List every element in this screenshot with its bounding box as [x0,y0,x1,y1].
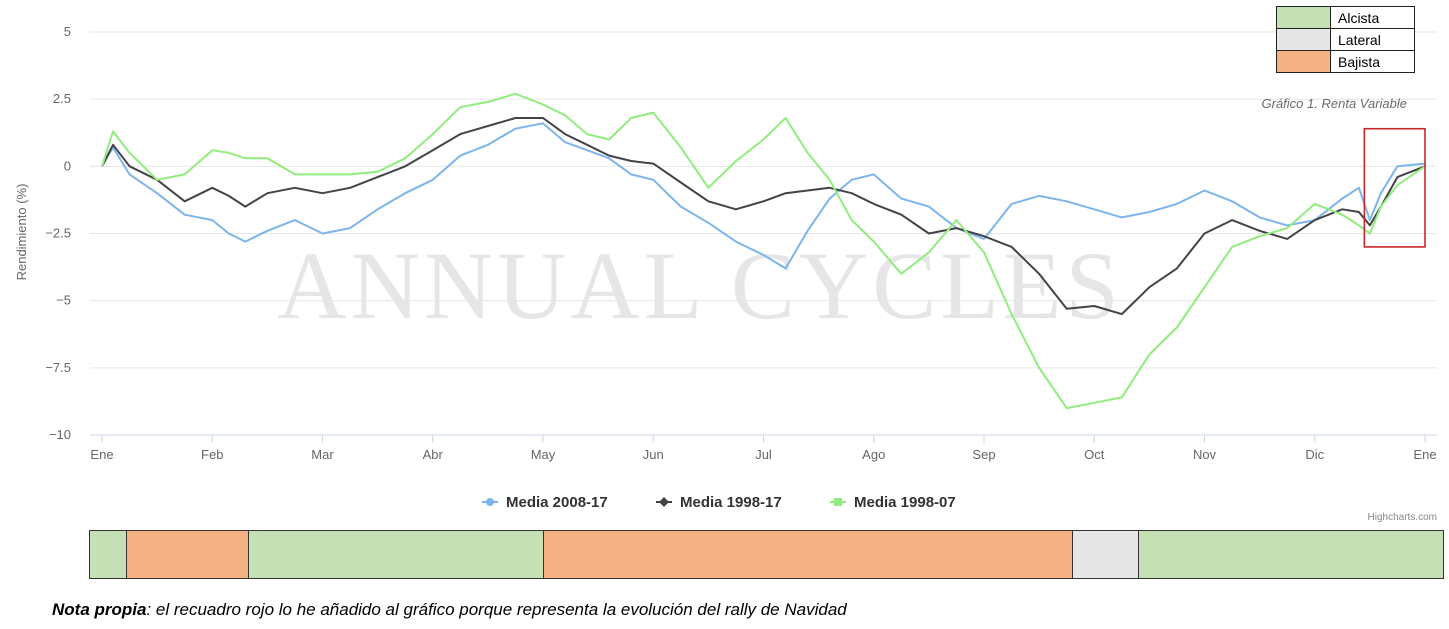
phase-swatch-lateral [1276,28,1331,51]
phase-segment-alcista [1139,531,1443,578]
phase-segment-bajista [544,531,1073,578]
series-lines [101,92,1426,410]
series-line-3[interactable] [101,92,1426,410]
y-tick-label: −5 [56,293,71,308]
series-line-2[interactable] [101,117,1426,316]
legend-label: Media 2008-17 [506,494,608,511]
x-tick-label: Abr [423,447,444,462]
y-tick-label: 5 [64,24,71,39]
phase-legend-row: Lateral [1276,28,1415,51]
legend-item[interactable]: Media 1998-07 [830,494,956,511]
phase-label-lateral: Lateral [1330,28,1415,51]
x-tick-label: Ago [862,447,885,462]
chart-subtitle: Gráfico 1. Renta Variable [1262,96,1407,111]
x-tick-label: Mar [311,447,334,462]
legend-marker [659,497,669,507]
highcharts-credits[interactable]: Highcharts.com [1368,512,1437,523]
x-tick-label: May [531,447,556,462]
x-tick-label: Jul [755,447,772,462]
y-tick-label: −10 [49,427,71,442]
legend-item[interactable]: Media 1998-17 [656,494,782,511]
x-tick-label: Oct [1084,447,1105,462]
phase-legend-row: Alcista [1276,6,1415,29]
y-axis-ticks: 5 2.5 0 −2.5 −5 −7.5 −10 [45,24,71,442]
author-note: Nota propia: el recuadro rojo lo he añad… [52,600,847,620]
phase-swatch-bajista [1276,50,1331,73]
market-phase-bar [89,530,1444,579]
x-tick-label: Feb [201,447,223,462]
watermark-text: ANNUAL CYCLES [277,232,1123,339]
x-tick-label: Ene [90,447,113,462]
y-tick-label: 0 [64,158,71,173]
series-line-1[interactable] [101,122,1426,270]
chart-legend[interactable]: Media 2008-17 Media 1998-17 Media 1998-07 [482,494,956,511]
y-tick-label: 2.5 [53,91,71,106]
phase-label-alcista: Alcista [1330,6,1415,29]
x-tick-label: Sep [972,447,995,462]
rally-highlight-box [1363,127,1426,248]
y-tick-label: −2.5 [45,226,71,241]
legend-item[interactable]: Media 2008-17 [482,494,608,511]
phase-segment-bajista [126,531,249,578]
phase-segment-alcista [248,531,545,578]
y-axis-title: Rendimiento (%) [14,184,29,281]
legend-label: Media 1998-07 [854,494,956,511]
y-tick-label: −7.5 [45,360,71,375]
phase-swatch-alcista [1276,6,1331,29]
x-axis: Ene Feb Mar Abr May Jun Jul Ago Sep Oct Nov Dic Ene [90,434,1437,462]
phase-legend: Alcista Lateral Bajista [1276,6,1415,73]
legend-marker [834,498,842,506]
x-tick-label: Ene [1413,447,1436,462]
phase-segment-alcista [90,531,127,578]
x-tick-label: Nov [1193,447,1217,462]
x-tick-label: Jun [643,447,664,462]
phase-legend-row: Bajista [1276,50,1415,73]
note-bold-prefix: Nota propia [52,600,147,619]
note-text: : el recuadro rojo lo he añadido al gráf… [146,600,847,619]
phase-label-bajista: Bajista [1330,50,1415,73]
x-tick-label: Dic [1305,447,1324,462]
legend-label: Media 1998-17 [680,494,782,511]
phase-segment-lateral [1072,531,1140,578]
line-chart: ANNUAL CYCLES 5 2.5 0 −2.5 −5 −7.5 −10 Ene Feb M… [14,24,1437,523]
legend-marker [486,498,494,506]
